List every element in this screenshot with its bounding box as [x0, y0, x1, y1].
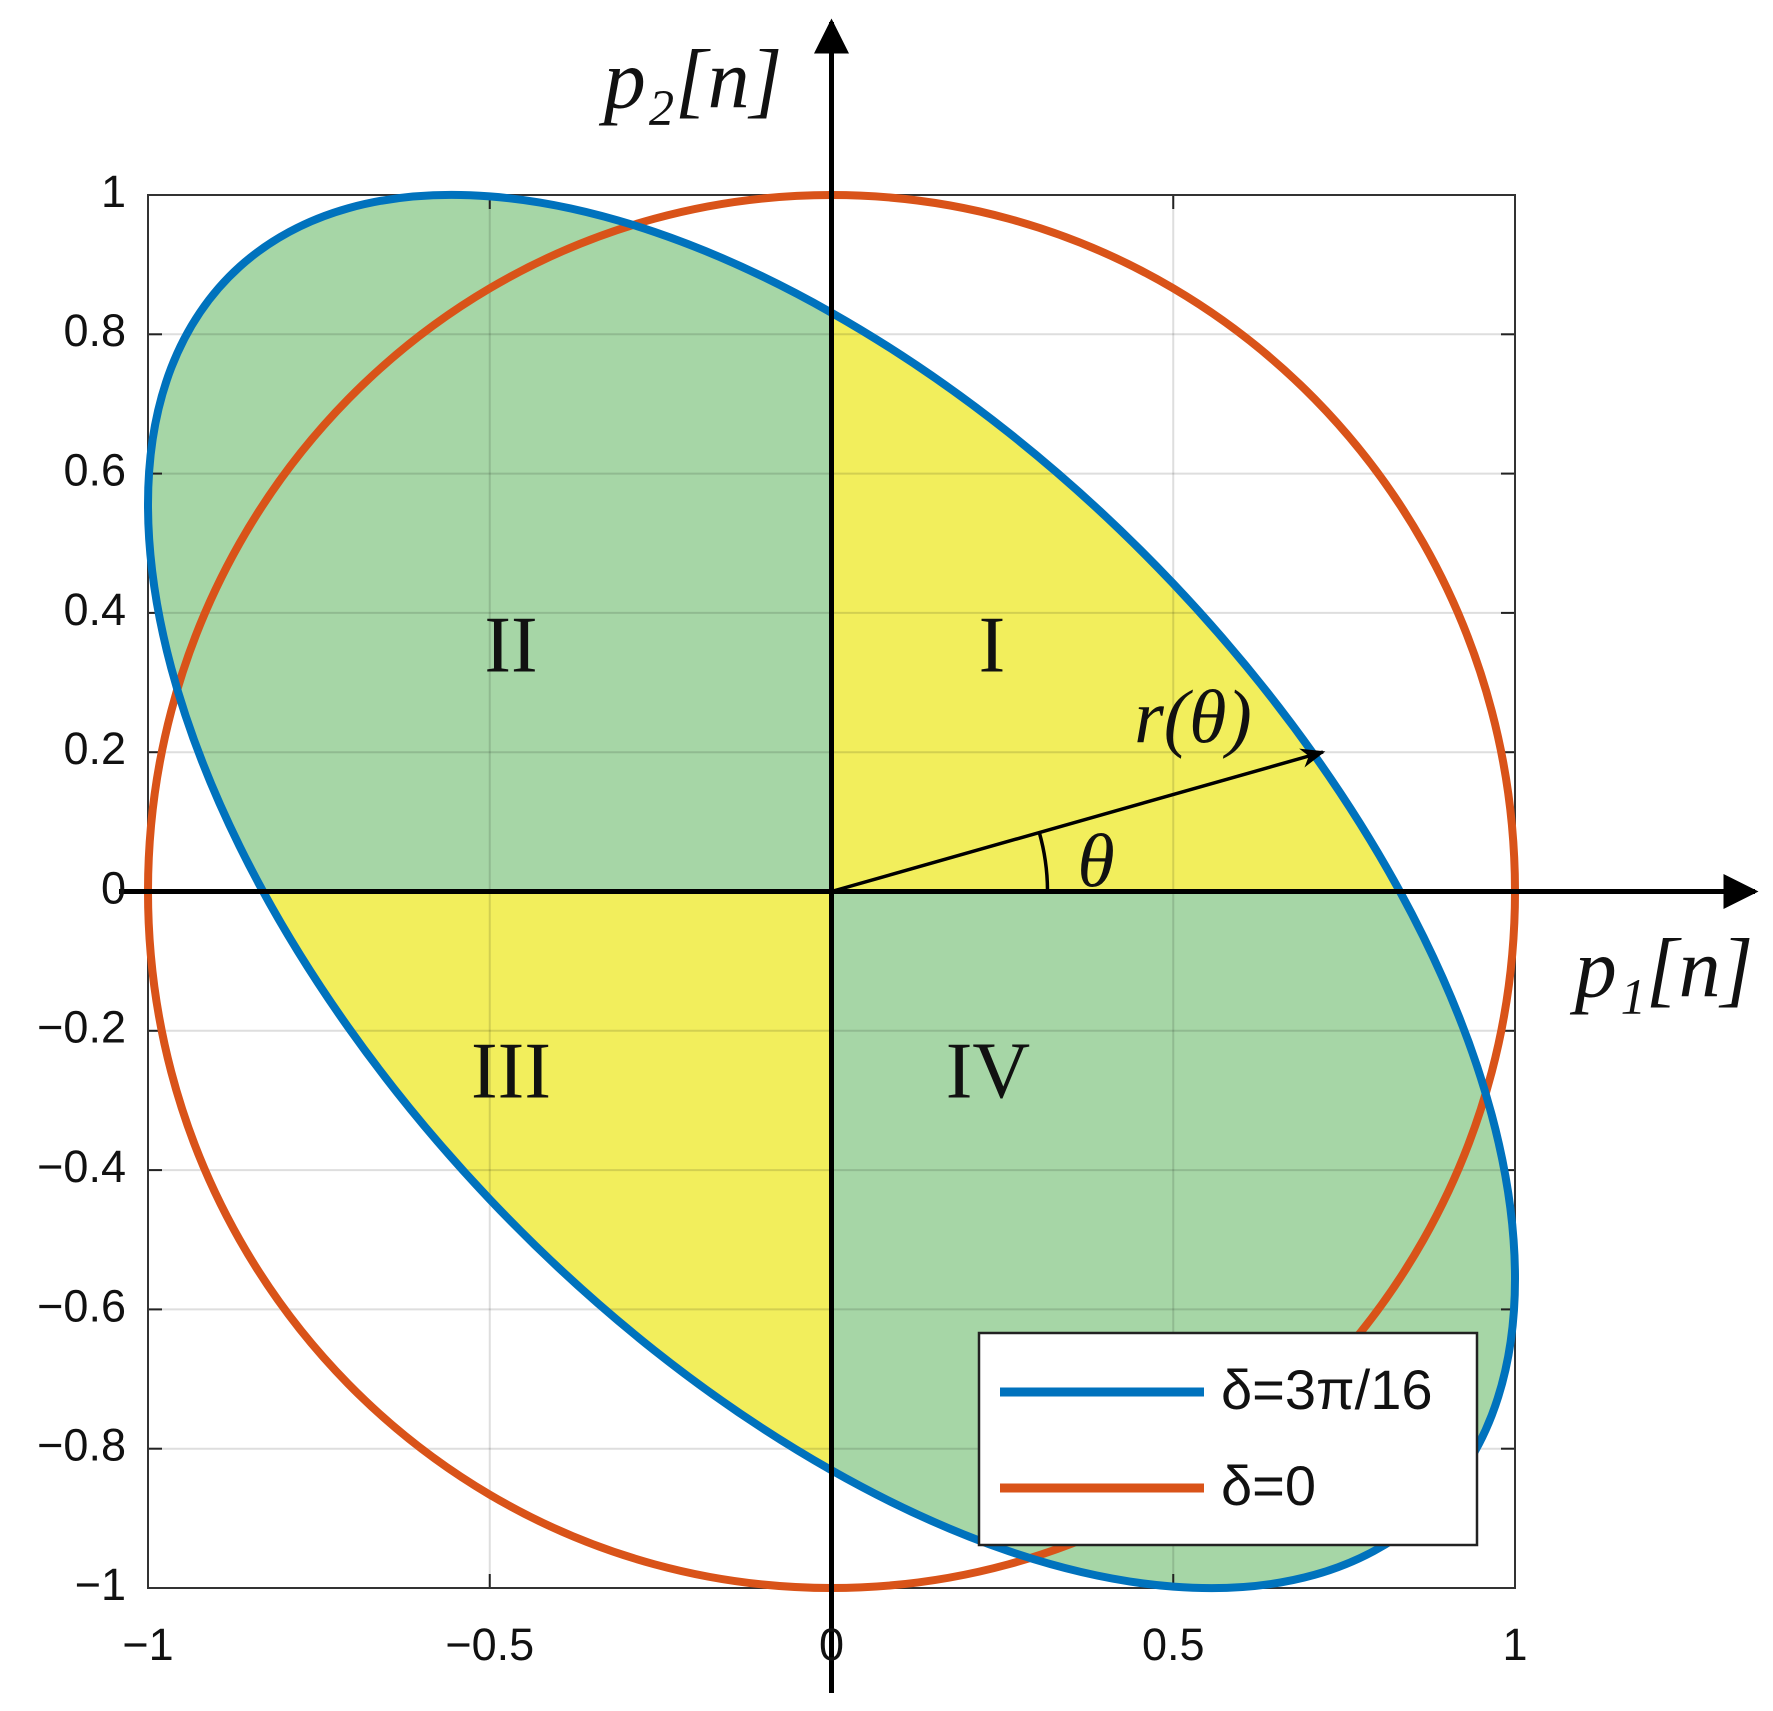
y-tick-label: 0.2: [63, 723, 126, 774]
y-axis-label: p₂[n]: [599, 33, 783, 126]
legend-label: δ=3π/16: [1221, 1358, 1433, 1421]
annotation: θ: [1077, 819, 1114, 903]
annotation: r(θ): [1134, 675, 1252, 759]
radius-arrow: [831, 748, 1326, 894]
y-tick-label: 1: [101, 166, 126, 217]
series-line: [143, 190, 1520, 1593]
y-tick-label: 0: [101, 862, 126, 913]
annotation: IV: [946, 1027, 1030, 1115]
y-tick-label: −0.8: [37, 1420, 126, 1471]
y-tick-label: 0.8: [63, 305, 126, 356]
annotation: III: [471, 1027, 551, 1115]
x-axis-label: p₁[n]: [1570, 922, 1754, 1015]
x-tick-label: −1: [122, 1619, 173, 1670]
x-tick-label: 0.5: [1142, 1619, 1205, 1670]
y-tick-label: 0.6: [63, 444, 126, 495]
y-tick-label: −1: [75, 1559, 126, 1610]
y-tick-label: −0.2: [37, 1002, 126, 1053]
angle-arc: [1037, 832, 1050, 892]
x-tick-label: −0.5: [445, 1619, 534, 1670]
y-tick-label: −0.6: [37, 1280, 126, 1331]
x-tick-label: 1: [1502, 1619, 1527, 1670]
legend-label: δ=0: [1221, 1454, 1316, 1517]
y-tick-label: 0.4: [63, 584, 126, 635]
annotation: II: [484, 601, 537, 689]
y-tick-label: −0.4: [37, 1141, 126, 1192]
annotation: I: [979, 601, 1006, 689]
legend-box: [977, 1331, 1479, 1547]
x-tick-label: 0: [819, 1619, 844, 1670]
